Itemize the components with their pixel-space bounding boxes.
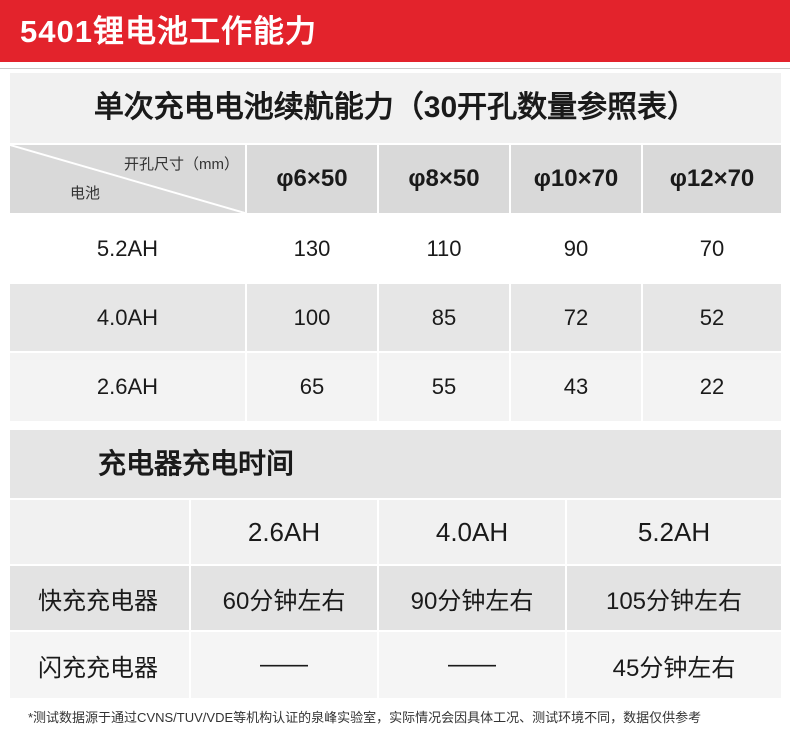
column-header: φ6×50	[247, 145, 377, 213]
page-title: 5401锂电池工作能力	[20, 14, 317, 49]
table-cell: 65	[247, 353, 377, 421]
table-cell: 105分钟左右	[567, 566, 781, 630]
table-cell: 55	[379, 353, 509, 421]
endurance-table-title-bar	[10, 73, 781, 143]
row-label: 5.2AH	[10, 215, 245, 282]
charge-table-title: 充电器充电时间	[98, 448, 295, 479]
table-cell: 22	[643, 353, 781, 421]
table-cell: 90	[511, 215, 641, 282]
table-cell: ——	[379, 632, 565, 698]
column-header: φ8×50	[379, 145, 509, 213]
row-label: 4.0AH	[10, 284, 245, 351]
table-cell: 110	[379, 215, 509, 282]
table-cell: 85	[379, 284, 509, 351]
row-label: 闪充充电器	[10, 632, 189, 698]
column-header: φ10×70	[511, 145, 641, 213]
charge-table-title-bar	[10, 430, 781, 498]
battery-label: 电池	[70, 185, 101, 202]
column-header: φ12×70	[643, 145, 781, 213]
table-cell: 43	[511, 353, 641, 421]
column-header: 2.6AH	[191, 500, 377, 564]
table-cell: 90分钟左右	[379, 566, 565, 630]
hole-size-label: 开孔尺寸（mm）	[124, 156, 239, 173]
table-cell: 130	[247, 215, 377, 282]
table-cell: ——	[191, 632, 377, 698]
corner-header-cell: 开孔尺寸（mm） 电池	[10, 145, 245, 213]
column-header: 4.0AH	[379, 500, 565, 564]
table-cell: 52	[643, 284, 781, 351]
table-cell: 100	[247, 284, 377, 351]
row-label: 2.6AH	[10, 353, 245, 421]
row-label: 快充充电器	[10, 566, 189, 630]
diagonal-divider	[10, 145, 245, 213]
table-cell: 45分钟左右	[567, 632, 781, 698]
title-banner	[0, 0, 790, 62]
column-header: 5.2AH	[567, 500, 781, 564]
table-cell: 60分钟左右	[191, 566, 377, 630]
endurance-table-title: 单次充电电池续航能力（30开孔数量参照表）	[93, 91, 698, 124]
table-cell: 70	[643, 215, 781, 282]
footnote: *测试数据源于通过CVNS/TUV/VDE等机构认证的泉峰实验室，实际情况会因具…	[28, 710, 702, 725]
charger-corner-cell	[10, 500, 189, 564]
table-cell: 72	[511, 284, 641, 351]
divider	[0, 68, 790, 69]
